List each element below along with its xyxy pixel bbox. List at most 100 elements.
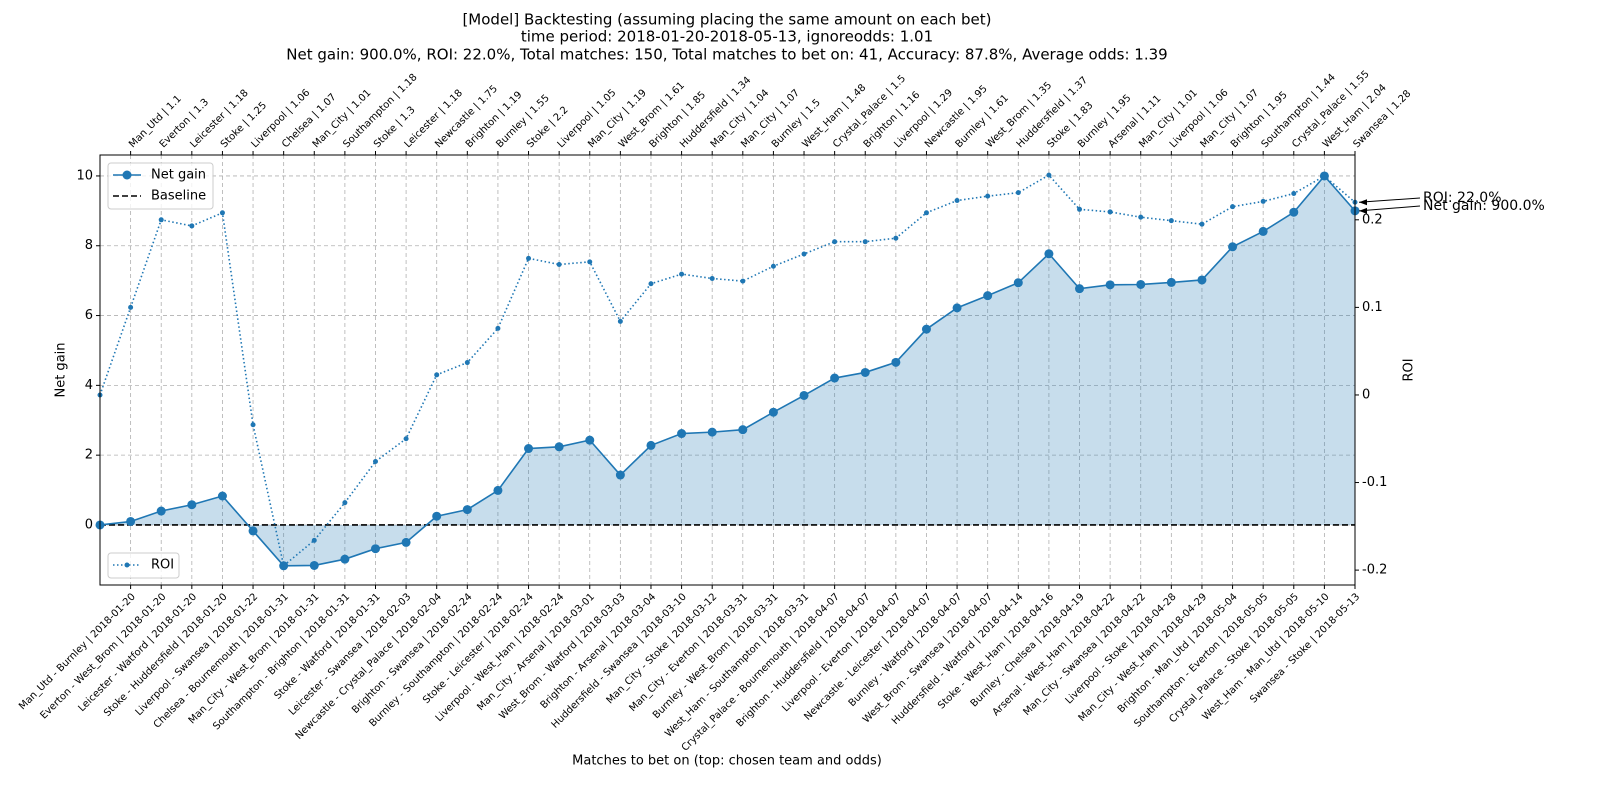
- y2-axis-label: ROI: [1402, 358, 1417, 381]
- data-point: [983, 291, 993, 301]
- data-point: [1321, 173, 1327, 179]
- data-point: [1258, 226, 1268, 236]
- data-point: [1260, 198, 1266, 204]
- data-point: [679, 271, 685, 277]
- data-point: [1197, 275, 1207, 285]
- legend-label: Baseline: [151, 189, 206, 204]
- data-point: [340, 554, 350, 564]
- chart-title: [Model] Backtesting (assuming placing th…: [462, 11, 991, 29]
- data-point: [587, 259, 593, 265]
- data-point: [126, 516, 136, 526]
- legend-swatch: [124, 562, 130, 568]
- data-point: [832, 239, 838, 245]
- data-point: [462, 505, 472, 515]
- data-point: [217, 491, 227, 501]
- x-top-tick-label: Brighton | 1.95: [1229, 90, 1290, 151]
- x-top-tick-label: Burnley | 1.95: [1076, 93, 1133, 150]
- data-point: [1166, 277, 1176, 287]
- data-point: [372, 459, 378, 465]
- data-point: [1013, 278, 1023, 288]
- data-point: [1044, 249, 1054, 259]
- data-point: [309, 560, 319, 570]
- data-point: [1228, 242, 1238, 252]
- y-axis-label: Net gain: [54, 342, 69, 397]
- x-tick-label: Burnley - Watford | 2018-04-07: [847, 591, 965, 709]
- x-top-tick-label: Man_Utd | 1.1: [127, 93, 184, 150]
- data-point: [677, 429, 687, 439]
- annotation-arrow: [1358, 197, 1421, 203]
- data-point: [156, 506, 166, 516]
- data-point: [432, 511, 442, 521]
- y-tick-label: 10: [76, 168, 93, 183]
- legend-label: ROI: [151, 558, 174, 573]
- data-point: [1138, 214, 1144, 220]
- data-point: [830, 373, 840, 383]
- data-point: [370, 544, 380, 554]
- chart-subtitle: Net gain: 900.0%, ROI: 22.0%, Total matc…: [286, 46, 1167, 64]
- data-point: [585, 435, 595, 445]
- data-point: [187, 500, 197, 510]
- data-point: [1199, 221, 1205, 227]
- start-segment: [99, 307, 132, 396]
- y2-tick-label: -0.2: [1362, 563, 1387, 578]
- data-point: [1046, 172, 1052, 178]
- x-axis-label: Matches to bet on (top: chosen team and …: [572, 754, 882, 769]
- plot-frame: [99, 154, 1356, 586]
- data-point: [281, 563, 287, 569]
- data-point: [1136, 279, 1146, 289]
- y-tick-label: 6: [85, 308, 93, 323]
- x-tick-label: Stoke - Leicester | 2018-02-24: [421, 591, 536, 706]
- data-point: [1168, 218, 1174, 224]
- data-point: [158, 217, 164, 223]
- data-point: [128, 304, 134, 310]
- arrow-head: [1359, 207, 1367, 214]
- data-point: [768, 407, 778, 417]
- x-top-tick-label: Brighton | 1.16: [862, 90, 923, 151]
- data-point: [860, 367, 870, 377]
- x-top-tick-label: Chelsea | 1.07: [280, 92, 339, 151]
- x-tick-label: Swansea - Stoke | 2018-05-13: [1248, 591, 1362, 705]
- x-tick-label: Burnley - Chelsea | 2018-04-19: [969, 591, 1087, 709]
- data-point: [1291, 191, 1297, 197]
- data-point: [219, 210, 225, 216]
- data-point: [646, 440, 656, 450]
- start-segment: [99, 520, 131, 526]
- data-point: [648, 281, 654, 287]
- y-tick-label: 4: [85, 378, 93, 393]
- data-point: [738, 425, 748, 435]
- data-point: [248, 526, 258, 536]
- y-tick-label: 2: [85, 448, 93, 463]
- data-point: [799, 390, 809, 400]
- data-point: [464, 360, 470, 366]
- data-point: [707, 427, 717, 437]
- x-tick-label: Man_City - Stoke | 2018-03-12: [605, 591, 720, 706]
- data-point: [189, 223, 195, 229]
- legend-label: Net gain: [151, 168, 206, 183]
- data-point: [556, 261, 562, 267]
- y-tick-label: 8: [85, 238, 93, 253]
- x-top-tick-label: Burnley | 1.55: [494, 93, 551, 150]
- chart-subtitle: time period: 2018-01-20-2018-05-13, igno…: [521, 28, 933, 46]
- x-top-tick-label: Brighton | 1.19: [464, 90, 525, 151]
- data-point: [1105, 280, 1115, 290]
- annotation: Net gain: 900.0%: [1423, 198, 1545, 214]
- annotation: ROI: 22.0%: [1423, 190, 1502, 206]
- data-point: [985, 193, 991, 199]
- data-point: [1289, 207, 1299, 217]
- data-point: [952, 303, 962, 313]
- data-point: [524, 444, 534, 454]
- data-point: [526, 255, 532, 261]
- data-point: [250, 422, 256, 428]
- data-point: [554, 442, 564, 452]
- data-point: [923, 210, 929, 216]
- arrow-head: [1359, 199, 1367, 206]
- data-point: [617, 318, 623, 324]
- x-tick-label: West_Ham - Southampton | 2018-03-31: [663, 591, 811, 739]
- data-point: [1075, 284, 1085, 294]
- data-point: [401, 537, 411, 547]
- data-point: [311, 537, 317, 543]
- y2-tick-label: 0.2: [1362, 212, 1383, 227]
- x-top-tick-label: Brighton | 1.85: [647, 90, 708, 151]
- data-point: [921, 324, 931, 334]
